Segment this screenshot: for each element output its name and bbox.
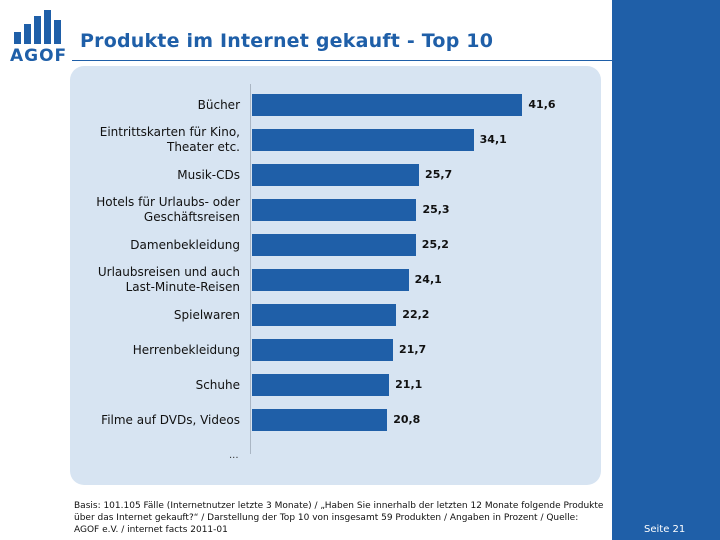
category-label: Bücher [197, 97, 240, 112]
category-label: Schuhe [195, 377, 240, 392]
category-label: Spielwaren [173, 307, 240, 322]
bar [252, 129, 474, 151]
value-label: 21,7 [399, 343, 427, 356]
category-label: Hotels für Urlaubs- oder Geschäftsreisen [96, 195, 240, 224]
category-label: Herrenbekleidung [132, 342, 240, 357]
bar [252, 374, 390, 396]
logo-bars-icon [14, 10, 64, 44]
page-number: Seite 21 [644, 524, 686, 535]
category-label: Filme auf DVDs, Videos [101, 412, 240, 427]
bar [252, 164, 420, 186]
more-marker: ... [229, 450, 239, 461]
value-label: 41,6 [528, 98, 556, 111]
logo-text: AGOF [10, 46, 68, 66]
right-accent-band [612, 0, 720, 540]
value-label: 20,8 [393, 413, 421, 426]
category-label: Eintrittskarten für Kino, Theater etc. [99, 125, 240, 154]
category-label: Urlaubsreisen und auch Last-Minute-Reise… [97, 265, 240, 294]
category-label: Musik-CDs [177, 167, 240, 182]
value-label: 21,1 [395, 378, 423, 391]
bar [252, 199, 417, 221]
bar [252, 409, 388, 431]
value-label: 25,3 [422, 203, 450, 216]
bar [252, 234, 416, 256]
value-label: 25,7 [425, 168, 453, 181]
category-label: Damenbekleidung [130, 237, 240, 252]
bar [252, 94, 523, 116]
title-divider [72, 60, 612, 61]
page-title: Produkte im Internet gekauft - Top 10 [80, 30, 494, 52]
value-label: 22,2 [402, 308, 430, 321]
bar [252, 339, 394, 361]
bar [252, 304, 397, 326]
value-label: 24,1 [414, 273, 442, 286]
agof-logo: AGOF [8, 10, 68, 66]
footer-note: Basis: 101.105 Fälle (Internetnutzer let… [74, 501, 604, 535]
value-label: 25,2 [421, 238, 449, 251]
value-label: 34,1 [479, 133, 507, 146]
bar [252, 269, 409, 291]
chart-axis-line [250, 84, 251, 454]
